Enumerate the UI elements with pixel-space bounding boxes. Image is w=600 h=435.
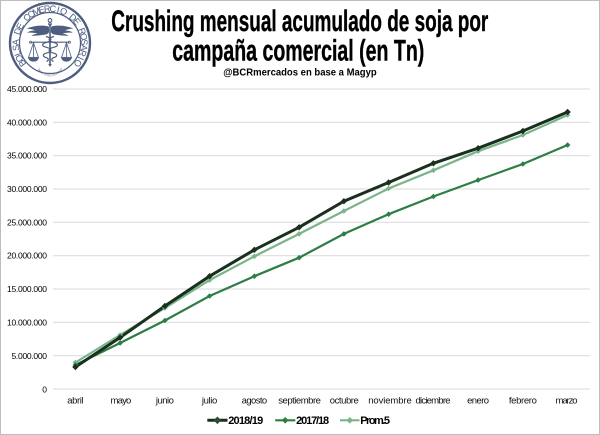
svg-text:febrero: febrero [509, 395, 537, 406]
svg-text:O: O [72, 57, 84, 69]
svg-text:I: I [76, 55, 86, 62]
svg-text:R: R [43, 4, 51, 15]
svg-text:septiembre: septiembre [278, 395, 321, 406]
svg-text:30.000.000: 30.000.000 [7, 184, 47, 194]
svg-text:L: L [12, 49, 23, 57]
svg-text:Prom.5: Prom.5 [360, 415, 390, 427]
svg-text:abril: abril [67, 395, 83, 406]
svg-text:O: O [78, 32, 89, 41]
svg-text:mayo: mayo [110, 395, 131, 406]
svg-text:D: D [12, 26, 24, 36]
svg-text:agosto: agosto [242, 395, 268, 406]
svg-text:marzo: marzo [556, 395, 578, 406]
svg-text:2017/18: 2017/18 [296, 415, 329, 427]
svg-text:I: I [56, 5, 61, 15]
svg-text:20.000.000: 20.000.000 [7, 251, 47, 261]
svg-text:A: A [78, 44, 89, 52]
svg-text:R: R [77, 49, 89, 59]
svg-text:5.000.000: 5.000.000 [12, 351, 48, 361]
svg-text:junio: junio [155, 395, 174, 406]
svg-text:E: E [14, 21, 26, 31]
svg-text:C: C [21, 11, 33, 23]
svg-text:0: 0 [42, 384, 47, 394]
svg-text:O: O [26, 8, 37, 20]
svg-text:15.000.000: 15.000.000 [7, 284, 47, 294]
svg-text:S: S [11, 44, 22, 51]
svg-text:45.000.000: 45.000.000 [7, 84, 47, 94]
svg-text:E: E [71, 16, 83, 27]
svg-text:O: O [58, 6, 69, 18]
svg-text:D: D [67, 12, 79, 24]
svg-text:R: R [76, 26, 88, 36]
svg-text:S: S [79, 39, 89, 45]
svg-text:julio: julio [201, 395, 218, 406]
svg-text:octubre: octubre [330, 395, 359, 406]
svg-text:diciembre: diciembre [416, 395, 451, 406]
svg-text:35.000.000: 35.000.000 [7, 151, 47, 161]
svg-text:25.000.000: 25.000.000 [7, 217, 47, 227]
svg-text:10.000.000: 10.000.000 [7, 317, 47, 327]
svg-text:Crushing mensual acumulado de: Crushing mensual acumulado de soja por [111, 5, 488, 38]
svg-text:O: O [13, 53, 25, 64]
svg-text:enero: enero [467, 395, 489, 406]
svg-text:A: A [11, 38, 21, 45]
svg-text:B: B [16, 58, 28, 69]
svg-text:@BCRmercados en base a Magyp: @BCRmercados en base a Magyp [223, 67, 376, 78]
svg-text:40.000.000: 40.000.000 [7, 117, 47, 127]
svg-text:E: E [38, 4, 46, 15]
svg-text:2018/19: 2018/19 [228, 415, 263, 427]
svg-text:campaña comercial (en Tn): campaña comercial (en Tn) [172, 35, 424, 68]
svg-text:M: M [31, 5, 42, 17]
svg-text:C: C [49, 4, 57, 15]
svg-text:noviembre: noviembre [368, 395, 412, 406]
